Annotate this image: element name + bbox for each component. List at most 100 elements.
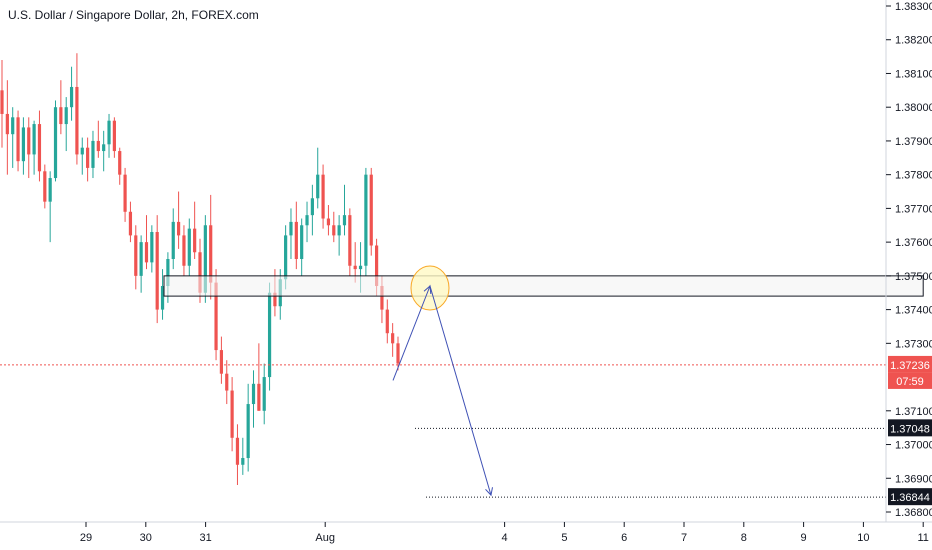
candle-body — [219, 350, 224, 374]
candle-body — [43, 171, 47, 202]
y-tick-label: 1.38300 — [895, 1, 932, 13]
candle-body — [91, 140, 95, 168]
drawing-overlays — [0, 265, 924, 498]
candle-body — [300, 225, 304, 259]
candle — [246, 383, 250, 472]
candle-body — [348, 215, 352, 266]
candle-body — [21, 127, 26, 162]
candle-body — [16, 117, 20, 162]
candle — [59, 80, 63, 135]
y-tick-label: 1.38100 — [895, 68, 932, 80]
candle-body — [364, 174, 368, 266]
candle — [225, 360, 229, 405]
candle-body — [123, 174, 127, 212]
candle-body — [176, 221, 181, 236]
candle — [64, 97, 68, 152]
x-tick-label: 6 — [621, 532, 627, 544]
candle-body — [316, 174, 320, 199]
candle — [75, 53, 79, 165]
candle — [80, 137, 84, 175]
candle — [160, 269, 165, 320]
y-tick-label: 1.38000 — [895, 102, 932, 114]
candle — [107, 113, 111, 158]
level-price-label: 1.36844 — [890, 492, 930, 504]
resistance-zone-box — [163, 275, 924, 297]
candle — [267, 282, 272, 391]
candle — [123, 167, 127, 222]
x-tick-label: 4 — [502, 532, 508, 544]
current-price-tag — [888, 355, 932, 373]
arrowhead-down — [485, 487, 493, 497]
candlestick-series — [0, 53, 400, 486]
candle — [300, 218, 304, 276]
y-tick-label: 1.37800 — [895, 170, 932, 182]
candle-body — [150, 232, 154, 263]
candle — [251, 370, 256, 428]
candle — [21, 117, 26, 175]
candle-body — [284, 235, 288, 280]
candle-body — [0, 90, 4, 114]
candle-body — [193, 228, 197, 253]
candle-body — [369, 174, 373, 246]
candle-body — [230, 390, 234, 438]
candle-body — [267, 292, 272, 378]
candle-body — [80, 147, 84, 155]
y-tick-label: 1.37700 — [895, 203, 932, 215]
candle — [112, 117, 116, 158]
candle — [48, 171, 52, 243]
candle-body — [310, 198, 314, 216]
candle — [155, 215, 159, 324]
candle-body — [391, 333, 395, 344]
x-tick-label: 10 — [857, 532, 869, 544]
candle — [230, 377, 234, 452]
candle-body — [102, 144, 106, 152]
candle — [5, 80, 9, 175]
candle-body — [118, 151, 122, 175]
candle — [176, 191, 181, 249]
candle — [342, 184, 347, 236]
candle-body — [160, 285, 165, 310]
candle — [294, 201, 298, 270]
candle-body — [155, 232, 159, 310]
candle — [332, 211, 336, 243]
candle-body — [273, 292, 277, 307]
x-tick-label: 30 — [140, 532, 152, 544]
candle-body — [337, 225, 341, 236]
candle-body — [225, 373, 229, 391]
candle — [144, 215, 149, 270]
x-tick-label: 8 — [741, 532, 747, 544]
candle — [11, 107, 15, 168]
y-tick-label: 1.36900 — [895, 473, 932, 485]
candle-body — [32, 124, 36, 155]
candle-body — [241, 458, 245, 465]
candle — [37, 110, 42, 182]
x-tick-label: Aug — [315, 532, 335, 544]
candle — [118, 147, 122, 185]
time-axis: 293031Aug45678910111213 — [80, 522, 929, 544]
candle-body — [48, 178, 52, 202]
candle-body — [96, 140, 100, 152]
candle — [241, 437, 245, 475]
candle-body — [374, 245, 379, 286]
candle — [193, 201, 197, 259]
candle — [305, 201, 309, 243]
candle — [69, 66, 74, 121]
candle-body — [358, 265, 363, 270]
candle-body — [112, 120, 116, 152]
candle-body — [305, 215, 309, 226]
candle-body — [128, 211, 133, 236]
candle-body — [214, 282, 218, 351]
x-tick-label: 5 — [561, 532, 567, 544]
candle — [134, 225, 138, 290]
candle — [171, 208, 175, 270]
candle-body — [332, 225, 336, 236]
candle-body — [53, 107, 58, 179]
candle-body — [182, 235, 186, 266]
candle — [348, 208, 352, 276]
candle — [391, 323, 395, 357]
candle — [337, 215, 341, 256]
candle-body — [171, 221, 175, 259]
candle-body — [262, 377, 266, 411]
candle — [43, 164, 47, 209]
